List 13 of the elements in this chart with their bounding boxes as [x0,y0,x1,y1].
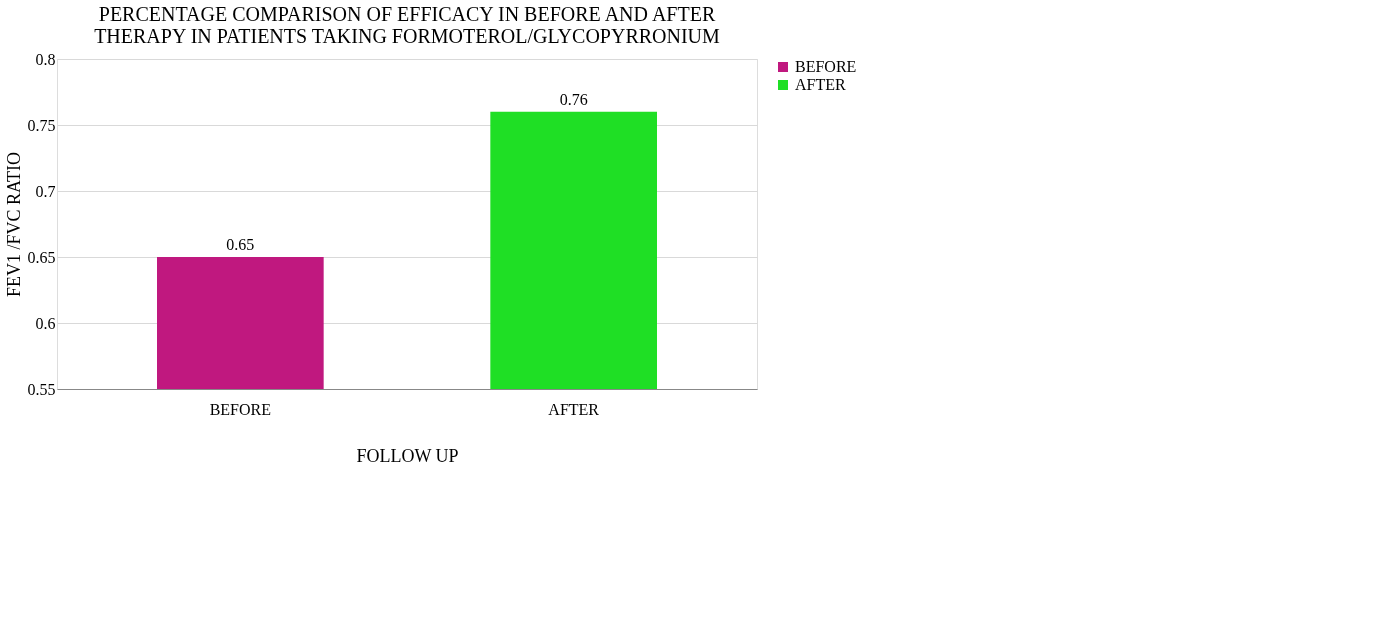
data-label: 0.76 [559,90,588,108]
data-label: 0.65 [226,236,255,253]
y-tick-label: 0.75 [27,116,56,134]
y-tick-label: 0.6 [35,314,56,332]
y-tick-label: 0.65 [27,248,56,266]
y-axis-title: FEV1 /FVC RATIO [3,151,24,298]
legend-label: BEFORE [795,58,857,75]
x-axis-title: FOLLOW UP [356,445,459,466]
legend-label: AFTER [795,76,846,93]
y-tick-label: 0.55 [27,380,56,398]
y-tick-label: 0.8 [35,50,56,68]
chart-title: PERCENTAGE COMPARISON OF EFFICACY IN BEFORE AND AFTER THERAPY IN PATIENTS TAKING FORMOTEROL/GLYCOPYRRONIUM [94,3,721,47]
y-tick-label: 0.7 [35,182,56,200]
